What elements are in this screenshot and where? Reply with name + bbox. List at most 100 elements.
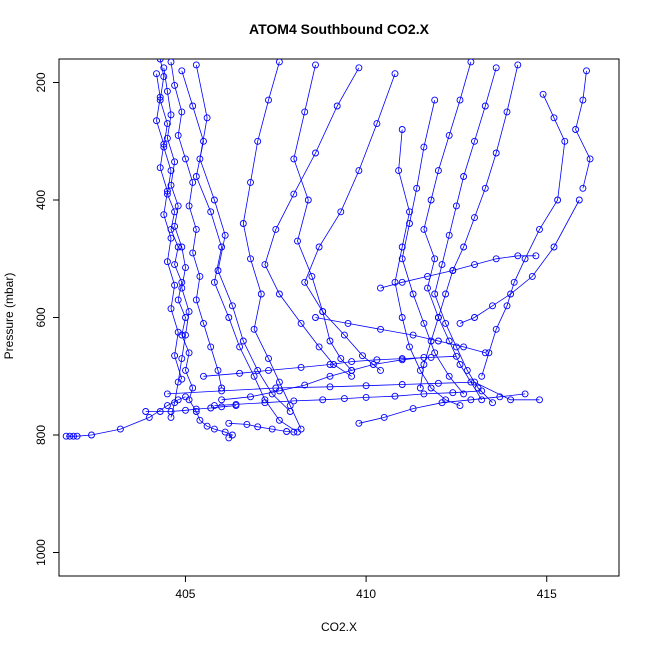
- data-point: [232, 400, 240, 408]
- data-point: [312, 149, 319, 157]
- series-line: [358, 393, 526, 424]
- data-point: [409, 290, 417, 298]
- data-point: [254, 137, 262, 145]
- data-point: [427, 353, 435, 361]
- data-point: [297, 425, 305, 433]
- data-point: [182, 155, 189, 163]
- data-point: [572, 126, 580, 133]
- series-line: [315, 317, 486, 354]
- data-point: [182, 406, 189, 414]
- series-line: [242, 61, 302, 430]
- y-tick-label: 800: [34, 425, 48, 445]
- data-point: [207, 404, 215, 412]
- data-point: [445, 372, 453, 380]
- data-point: [337, 208, 345, 216]
- data-point: [178, 108, 186, 116]
- data-point: [301, 381, 309, 389]
- data-point: [550, 243, 558, 251]
- data-point: [319, 396, 327, 404]
- x-tick-label: 415: [537, 587, 557, 601]
- data-point: [214, 267, 222, 274]
- data-point: [182, 393, 189, 401]
- data-point: [254, 423, 262, 431]
- data-point: [189, 384, 197, 392]
- data-point: [315, 243, 323, 251]
- data-point: [550, 114, 558, 122]
- data-point: [178, 67, 186, 75]
- data-point: [362, 382, 370, 390]
- data-point: [171, 208, 179, 216]
- data-point: [174, 131, 182, 139]
- data-point: [301, 108, 309, 116]
- data-point: [70, 432, 77, 440]
- data-point: [236, 343, 244, 351]
- data-point: [210, 402, 218, 410]
- data-point: [326, 337, 334, 345]
- data-point: [290, 155, 298, 163]
- data-point: [153, 70, 160, 78]
- data-point: [247, 178, 254, 186]
- data-point: [304, 196, 312, 204]
- data-point: [431, 96, 439, 104]
- x-axis: 405 410 415: [175, 576, 557, 601]
- series-line: [459, 199, 580, 324]
- data-point: [507, 290, 515, 298]
- data-point: [239, 337, 247, 345]
- data-point: [275, 290, 283, 298]
- data-point: [312, 314, 319, 321]
- data-point: [163, 258, 171, 266]
- series-line: [156, 73, 183, 380]
- data-point: [167, 111, 175, 119]
- data-point: [185, 308, 193, 316]
- series-line: [159, 59, 234, 439]
- data-point: [579, 96, 587, 104]
- data-point: [456, 361, 464, 368]
- data-point: [503, 108, 511, 116]
- data-point: [398, 243, 406, 251]
- data-point: [174, 202, 182, 210]
- data-point: [333, 102, 341, 110]
- data-point: [539, 90, 547, 98]
- data-point: [420, 319, 428, 327]
- data-point: [460, 343, 468, 351]
- data-point: [424, 272, 431, 280]
- data-point: [496, 393, 504, 401]
- data-point: [261, 261, 269, 269]
- data-point: [326, 383, 334, 391]
- plot-frame: [58, 58, 620, 577]
- data-point: [420, 143, 428, 151]
- data-point: [438, 261, 446, 269]
- data-point: [156, 93, 164, 101]
- series-line: [221, 357, 424, 401]
- data-point: [163, 87, 171, 95]
- data-point: [373, 356, 381, 364]
- data-point: [192, 173, 200, 180]
- data-point: [536, 396, 543, 404]
- data-point: [88, 431, 95, 439]
- data-point: [189, 102, 197, 110]
- series-line: [434, 67, 497, 403]
- data-point: [478, 396, 486, 404]
- data-point: [145, 413, 153, 421]
- data-point: [442, 319, 450, 327]
- series-line: [575, 70, 591, 189]
- data-point: [406, 208, 413, 216]
- data-point: [413, 184, 421, 192]
- data-point: [471, 214, 478, 222]
- data-point: [420, 361, 428, 368]
- data-point: [265, 96, 272, 104]
- data-point: [207, 208, 215, 216]
- data-point: [160, 140, 168, 148]
- data-point: [174, 243, 182, 251]
- data-point: [431, 349, 439, 357]
- data-point: [326, 361, 334, 368]
- series-line: [423, 61, 483, 401]
- data-point: [478, 387, 486, 395]
- data-point: [467, 59, 475, 66]
- data-point: [178, 284, 186, 292]
- data-point: [163, 120, 171, 128]
- data-point: [203, 422, 211, 430]
- data-point: [391, 278, 399, 286]
- x-tick-label: 405: [175, 587, 195, 601]
